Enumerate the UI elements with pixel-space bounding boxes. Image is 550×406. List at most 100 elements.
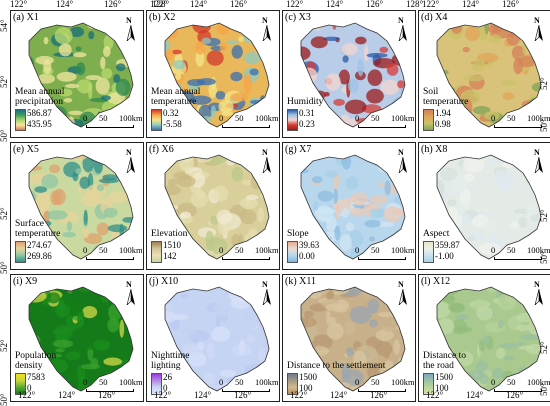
scale-bar: 0 50 100km: [355, 378, 415, 398]
panel-label: (d) X4: [421, 12, 448, 23]
scale-tick: 50: [99, 245, 108, 255]
raster-patch: [188, 351, 206, 367]
variable-name-line: Surface: [15, 219, 45, 229]
raster-patch: [341, 155, 352, 170]
legend-colorbar: [287, 241, 298, 263]
raster-patch: [522, 39, 527, 55]
bottom-lon-tick: 126°: [98, 390, 116, 400]
raster-patch: [231, 23, 242, 33]
variable-name-line: Mean annual: [151, 87, 201, 97]
raster-patch: [530, 179, 537, 185]
scale-bar: 0 50 100km: [83, 378, 143, 398]
raster-patch: [58, 43, 72, 57]
north-arrow-icon: [398, 157, 407, 173]
raster-patch: [348, 230, 364, 247]
raster-patch: [219, 42, 228, 52]
north-arrow-icon: [126, 157, 135, 173]
raster-patch: [531, 181, 541, 199]
region-boundary: [164, 286, 270, 392]
variable-name-line: Population: [15, 351, 57, 361]
raster-patch: [301, 46, 311, 61]
raster-patch: [184, 373, 192, 380]
raster-patch: [377, 311, 395, 318]
map-panel: (b) X2 N Mean annual temperature 0.32 -5.58 0 5…: [146, 10, 280, 138]
raster-patch: [493, 170, 514, 186]
raster-patch: [203, 372, 216, 386]
raster-patch: [165, 70, 170, 84]
variable-name: Surface temperature: [15, 219, 60, 239]
raster-patch: [103, 46, 111, 58]
raster-patch: [200, 250, 215, 257]
raster-patch: [315, 345, 322, 351]
raster-patch: [76, 62, 86, 76]
raster-patch: [384, 180, 391, 196]
north-label: N: [126, 280, 132, 289]
north-label: N: [262, 16, 268, 25]
raster-patch: [376, 341, 393, 357]
map-panel: (a) X1 N Mean annual precipitation 586.87 435…: [10, 10, 144, 138]
raster-patch: [102, 174, 119, 181]
raster-patch: [439, 167, 458, 181]
raster-patch: [117, 293, 122, 298]
raster-patch: [206, 342, 215, 360]
raster-patch: [34, 186, 48, 193]
raster-patch: [37, 73, 55, 84]
raster-patch: [72, 52, 87, 58]
variable-name: Distance to the road: [423, 351, 466, 371]
lat-tick-right: 52°: [539, 77, 549, 90]
scale-tick: 100km: [391, 377, 415, 387]
raster-patch: [80, 287, 101, 288]
raster-patch: [514, 155, 522, 161]
variable-name: Mean annual temperature: [151, 87, 200, 107]
scale-bar-line: [494, 389, 542, 392]
raster-patch: [242, 312, 256, 317]
top-lon-tick: 124°: [326, 0, 344, 9]
legend-min: 0.00: [299, 251, 315, 261]
raster-patch: [43, 36, 49, 45]
raster-patch: [369, 155, 378, 162]
region-boundary: [28, 22, 134, 128]
raster-patch: [531, 359, 541, 374]
raster-patch: [324, 91, 330, 97]
raster-patch: [517, 55, 535, 68]
raster-patch: [467, 236, 476, 242]
north-arrow-icon: [262, 289, 271, 305]
raster-patch: [82, 226, 90, 239]
north-label: N: [534, 280, 540, 289]
raster-patch: [333, 98, 345, 106]
raster-patch: [94, 343, 109, 352]
raster-patch: [29, 334, 41, 345]
variable-name: Mean annual precipitation: [15, 87, 64, 107]
legend-max: 7583: [27, 372, 45, 382]
raster-patch: [379, 46, 389, 53]
top-lon-tick: 124°: [190, 0, 208, 9]
raster-patch: [259, 306, 267, 321]
panel-label: (k) X11: [285, 276, 317, 287]
raster-patch: [175, 336, 193, 346]
scale-tick: 100km: [255, 245, 279, 255]
raster-patch: [537, 176, 541, 184]
raster-patch: [210, 105, 216, 118]
lat-tick: 50°: [0, 129, 9, 142]
raster-patch: [188, 312, 196, 319]
legend-colorbar: [151, 373, 162, 395]
scale-tick: 100km: [255, 377, 279, 387]
north-arrow: N: [395, 148, 411, 175]
north-arrow: N: [259, 280, 275, 307]
scale-bar-line: [358, 125, 406, 128]
region-map: [300, 286, 406, 392]
raster-patch: [50, 190, 62, 206]
map-panel: (g) X7 N Slope 39.63 0.00 0 50 100km: [282, 142, 416, 270]
raster-patch: [83, 209, 88, 226]
top-lon-tick: 124°: [56, 0, 74, 9]
raster-patch: [226, 287, 244, 294]
raster-patch: [249, 68, 259, 76]
region-map: [164, 286, 270, 392]
raster-patch: [42, 382, 48, 391]
raster-patch: [246, 194, 259, 200]
raster-patch: [29, 289, 47, 303]
raster-patch: [455, 108, 466, 127]
legend-max: 39.63: [299, 240, 320, 250]
raster-patch: [65, 351, 81, 360]
raster-patch: [506, 32, 520, 46]
